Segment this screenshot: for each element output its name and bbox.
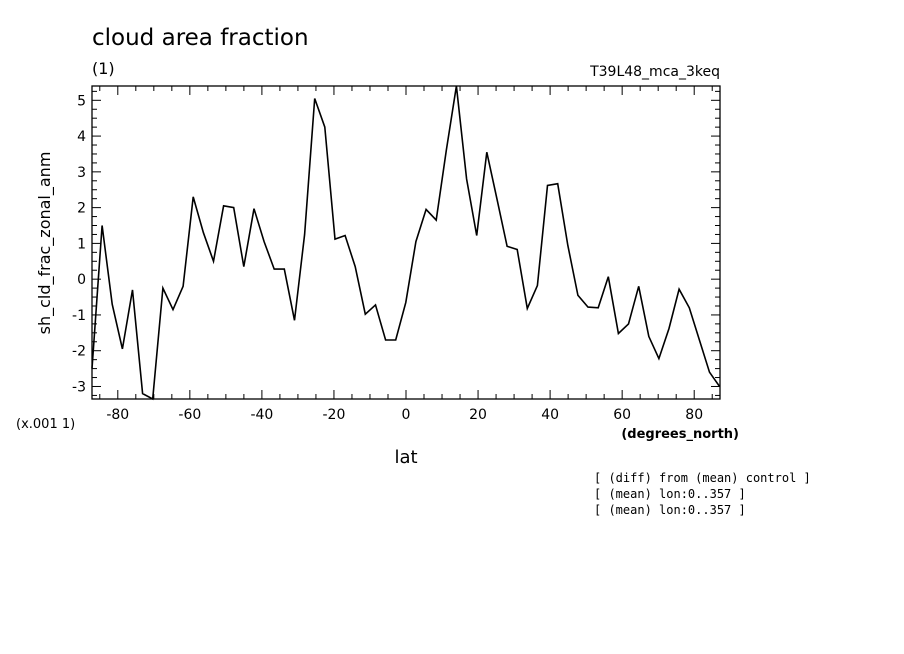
y-tick-label: 5 <box>77 93 86 109</box>
dataset-label: T39L48_mca_3keq <box>589 64 720 80</box>
x-tick-label: 60 <box>613 407 631 423</box>
series-layer <box>91 85 721 401</box>
note-line: [ (diff) from (mean) control ] <box>594 471 811 485</box>
y-tick-label: 2 <box>77 201 86 217</box>
y-tick-label: 4 <box>77 129 86 145</box>
y-tick-label: -3 <box>72 379 86 395</box>
y-tick-label: 1 <box>77 236 86 252</box>
x-tick-label: 0 <box>402 407 411 423</box>
y-tick-label: -1 <box>72 308 86 324</box>
x-tick-label: -20 <box>323 407 346 423</box>
x-axis: -80 -60 -40 -20 0 20 40 60 80 <box>99 86 713 423</box>
plot-area <box>91 85 721 400</box>
series-line <box>91 85 721 401</box>
plot-frame <box>91 85 721 400</box>
x-tick-label: -40 <box>250 407 273 423</box>
y-tick-label: 0 <box>77 272 86 288</box>
note-line: [ (mean) lon:0..357 ] <box>594 487 746 501</box>
x-tick-label: -80 <box>106 407 129 423</box>
y-tick-label: -2 <box>72 344 86 360</box>
chart-title: cloud area fraction <box>92 25 309 51</box>
x-tick-label: 20 <box>469 407 487 423</box>
x-units-label: (degrees_north) <box>621 427 739 442</box>
x-tick-label: 40 <box>541 407 559 423</box>
y-axis: -3 -2 -1 0 1 2 3 4 5 <box>72 90 720 396</box>
y-axis-label: sh_cld_frac_zonal_anm <box>35 152 55 335</box>
x-tick-label: -60 <box>178 407 201 423</box>
y-tick-label: 3 <box>77 165 86 181</box>
note-line: [ (mean) lon:0..357 ] <box>594 503 746 517</box>
units-label: (1) <box>92 59 115 78</box>
x-tick-label: 80 <box>685 407 703 423</box>
x-axis-label: lat <box>394 447 417 468</box>
y-scale-note: (x.001 1) <box>16 417 75 432</box>
